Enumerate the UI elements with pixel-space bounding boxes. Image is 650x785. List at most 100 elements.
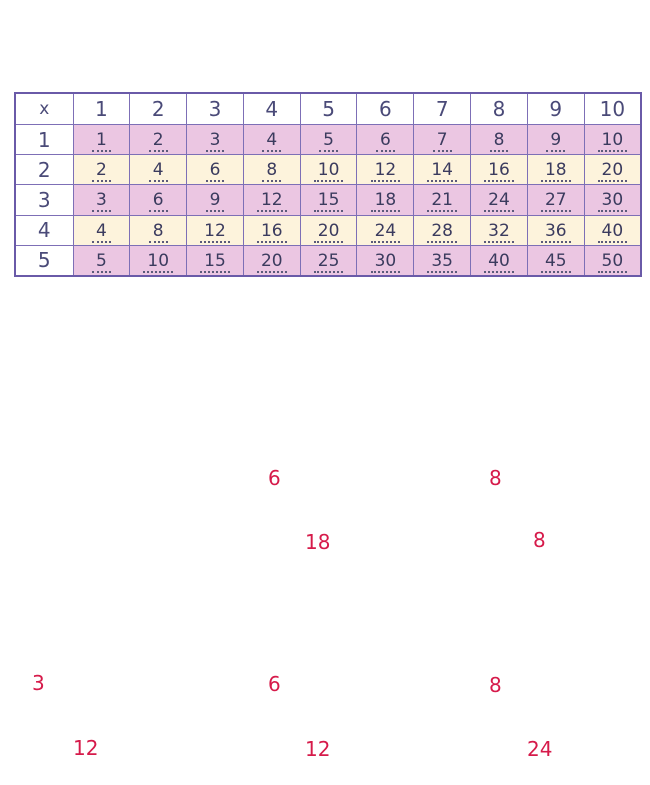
table-cell: 15 <box>186 244 244 277</box>
table-cell: 6 <box>356 123 415 156</box>
answer-label: 24 <box>527 737 553 761</box>
cell-value: 6 <box>375 130 395 153</box>
answer-label: 6 <box>268 466 281 490</box>
column-header: 9 <box>526 92 585 125</box>
cell-value: 16 <box>256 221 287 243</box>
cell-value: 3 <box>205 130 225 153</box>
table-cell: 5 <box>72 244 131 277</box>
answer-label: 8 <box>489 466 502 490</box>
table-row: 5 5 10 15 20 25 30 35 40 45 50 <box>14 244 642 277</box>
multiplication-table: x 1 2 3 4 5 6 7 8 9 10 1 1 2 3 4 5 6 7 8 9 10 2 2 4 6 8… <box>14 92 642 277</box>
table-cell: 15 <box>299 184 358 216</box>
table-cell: 4 <box>242 123 301 156</box>
column-header: 2 <box>129 92 188 125</box>
cell-value: 40 <box>597 221 628 243</box>
cell-value: 32 <box>484 221 514 243</box>
answer-label: 12 <box>73 736 99 760</box>
table-cell: 4 <box>129 154 188 186</box>
cell-value: 21 <box>427 190 457 213</box>
table-cell: 12 <box>242 184 301 216</box>
table-cell: 8 <box>470 123 528 156</box>
cell-value: 9 <box>546 130 566 153</box>
row-header: 3 <box>14 184 74 216</box>
cell-value: 45 <box>540 251 571 273</box>
cell-value: 12 <box>200 221 230 243</box>
row-header: 1 <box>14 123 74 156</box>
row-header: 2 <box>14 154 74 186</box>
answer-label: 8 <box>533 528 546 552</box>
table-cell: 40 <box>583 214 642 246</box>
column-header: 7 <box>413 92 472 125</box>
column-header: 10 <box>583 92 642 125</box>
cell-value: 25 <box>313 251 344 273</box>
table-body: 1 1 2 3 4 5 6 7 8 9 10 2 2 4 6 8 10 12 14 16 18 20 3 3 6 9 12 15 18 2… <box>14 123 642 277</box>
answer-label: 18 <box>305 530 331 554</box>
table-cell: 20 <box>242 244 301 277</box>
cell-value: 8 <box>489 130 509 153</box>
column-header: 8 <box>470 92 528 125</box>
cell-value: 4 <box>148 160 168 183</box>
table-row: 3 3 6 9 12 15 18 21 24 27 30 <box>14 184 642 216</box>
table-cell: 35 <box>413 244 472 277</box>
cell-value: 7 <box>432 130 452 153</box>
answer-label: 8 <box>489 673 502 697</box>
table-cell: 5 <box>299 123 358 156</box>
cell-value: 6 <box>205 160 225 183</box>
table-row: 1 1 2 3 4 5 6 7 8 9 10 <box>14 123 642 156</box>
cell-value: 5 <box>319 130 338 153</box>
table-cell: 6 <box>129 184 188 216</box>
cell-value: 1 <box>91 130 111 153</box>
table-cell: 18 <box>356 184 415 216</box>
cell-value: 5 <box>91 251 111 273</box>
table-cell: 8 <box>242 154 301 186</box>
table-cell: 50 <box>583 244 642 277</box>
cell-value: 20 <box>597 160 628 183</box>
table-cell: 25 <box>299 244 358 277</box>
table-cell: 14 <box>413 154 472 186</box>
table-cell: 10 <box>583 123 642 156</box>
cell-value: 30 <box>370 251 401 273</box>
cell-value: 10 <box>143 251 174 273</box>
table-cell: 3 <box>72 184 131 216</box>
table-cell: 2 <box>72 154 131 186</box>
cell-value: 50 <box>597 251 628 273</box>
column-header: 3 <box>186 92 244 125</box>
cell-value: 35 <box>427 251 457 273</box>
table-cell: 20 <box>583 154 642 186</box>
column-header: 4 <box>242 92 301 125</box>
cell-value: 12 <box>256 190 287 213</box>
cell-value: 30 <box>597 190 628 213</box>
table-cell: 2 <box>129 123 188 156</box>
cell-value: 8 <box>262 160 282 183</box>
cell-value: 24 <box>484 190 514 213</box>
cell-value: 24 <box>370 221 401 243</box>
corner-cell: x <box>14 92 74 125</box>
column-header: 1 <box>72 92 131 125</box>
cell-value: 20 <box>313 221 344 243</box>
table-cell: 3 <box>186 123 244 156</box>
cell-value: 2 <box>148 130 168 153</box>
table-cell: 10 <box>299 154 358 186</box>
cell-value: 10 <box>597 130 628 153</box>
cell-value: 36 <box>540 221 571 243</box>
cell-value: 4 <box>262 130 282 153</box>
table-cell: 30 <box>583 184 642 216</box>
table-cell: 16 <box>470 154 528 186</box>
cell-value: 18 <box>540 160 571 183</box>
table-cell: 36 <box>526 214 585 246</box>
column-header: 5 <box>299 92 358 125</box>
table-row: 4 4 8 12 16 20 24 28 32 36 40 <box>14 214 642 246</box>
cell-value: 28 <box>427 221 457 243</box>
cell-value: 15 <box>200 251 230 273</box>
table-cell: 16 <box>242 214 301 246</box>
row-header: 4 <box>14 214 74 246</box>
table-cell: 24 <box>356 214 415 246</box>
cell-value: 3 <box>91 190 111 213</box>
table-cell: 8 <box>129 214 188 246</box>
table-cell: 12 <box>186 214 244 246</box>
table-cell: 12 <box>356 154 415 186</box>
cell-value: 4 <box>91 221 111 243</box>
table-row: 2 2 4 6 8 10 12 14 16 18 20 <box>14 154 642 186</box>
cell-value: 40 <box>484 251 514 273</box>
table-cell: 24 <box>470 184 528 216</box>
